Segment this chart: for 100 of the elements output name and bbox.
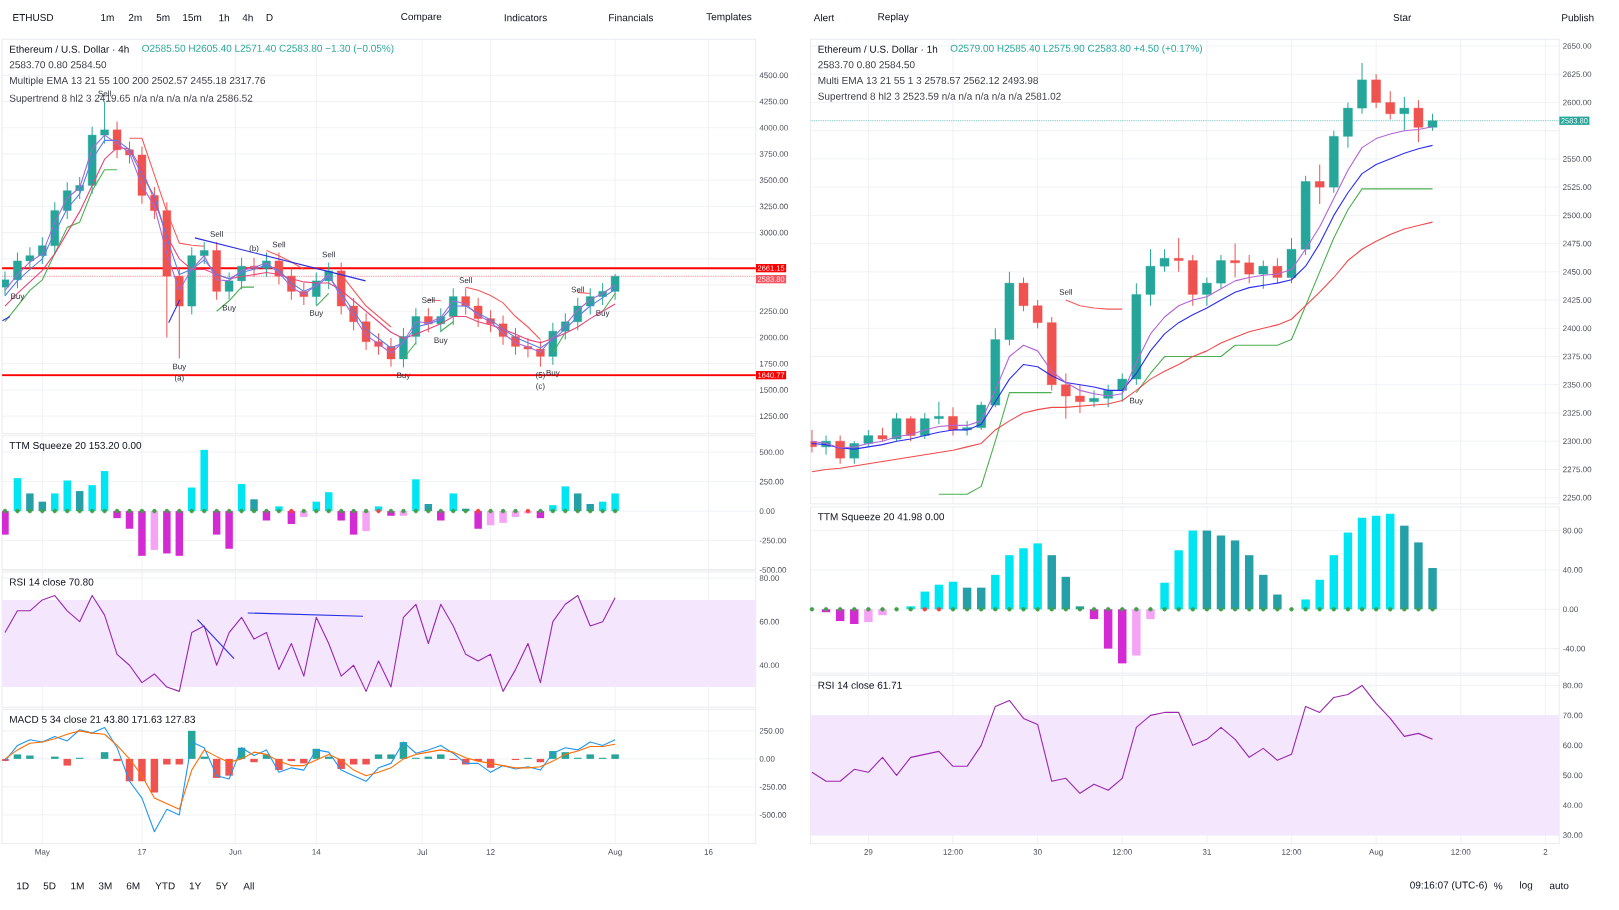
text: log — [1520, 881, 1533, 891]
text: Templates — [706, 12, 752, 23]
y-tick-label: 2250.00 — [1563, 494, 1592, 501]
y-tick-label: 250.00 — [759, 478, 784, 485]
text: Financials — [609, 13, 654, 22]
y-tick-label: 2000.00 — [759, 334, 788, 341]
annotation: 2583.70 0.80 2584.50 — [9, 61, 107, 69]
y-tick-label: 30.00 — [1562, 832, 1583, 839]
text: 1D — [17, 882, 29, 890]
annotation: Sell — [422, 297, 435, 303]
x-tick-label: Jun — [229, 849, 242, 855]
text: % — [1494, 882, 1503, 890]
y-tick-label: 60.00 — [1563, 742, 1583, 749]
y-tick-label: 50.00 — [1562, 772, 1583, 779]
y-tick-label: 40.00 — [1562, 802, 1583, 809]
text: auto — [1549, 882, 1569, 890]
text: 5m — [156, 14, 170, 22]
x-tick-label: 31 — [1202, 849, 1211, 855]
y-tick-label: 0.00 — [1562, 606, 1578, 613]
annotation: Multi EMA 13 21 55 1 3 2578.57 2562.12 2493.98 — [818, 76, 1038, 84]
annotation: (a) — [174, 374, 184, 383]
y-tick-label: 4250.00 — [759, 98, 788, 105]
text: 1Y — [189, 882, 202, 890]
y-tick-label: 1250.00 — [759, 413, 788, 419]
x-tick-label: 17 — [138, 849, 146, 855]
y-tick-label: 80.00 — [1563, 682, 1583, 689]
chart-title: RSI 14 close 61.71 — [818, 681, 902, 689]
text: 2m — [128, 14, 142, 22]
x-tick-label: Aug — [1369, 849, 1383, 857]
text: D — [266, 14, 273, 21]
y-tick-label: 250.00 — [759, 728, 784, 734]
x-tick-label: 30 — [1033, 849, 1042, 855]
y-tick-label: 2650.00 — [1563, 43, 1592, 49]
y-tick-label: 3500.00 — [759, 177, 788, 184]
annotation: (c) — [536, 383, 545, 391]
y-tick-label: 40.00 — [1562, 567, 1583, 573]
y-tick-label: 80.00 — [759, 575, 780, 581]
text: 09:16:07 (UTC-6) — [1410, 881, 1487, 891]
annotation: Supertrend 8 hl2 3 2523.59 n/a n/a n/a n/a n/a 2581.02 — [818, 92, 1061, 102]
y-tick-label: 1750.00 — [759, 360, 788, 367]
y-tick-label: -500.00 — [759, 812, 787, 818]
text: Star — [1393, 14, 1412, 22]
annotation: (b) — [249, 245, 259, 253]
y-tick-label: 4500.00 — [759, 72, 788, 79]
y-tick-label: 2550.00 — [1563, 156, 1592, 162]
text: 1m — [101, 14, 114, 21]
y-tick-label: 2250.00 — [759, 308, 788, 315]
y-tick-label: 2625.00 — [1563, 71, 1592, 78]
text: 15m — [183, 14, 202, 22]
x-tick-label: May — [35, 849, 50, 857]
x-tick-label: 29 — [864, 849, 873, 855]
y-tick-label: 500.00 — [759, 449, 784, 456]
text: Publish — [1562, 13, 1594, 22]
text: ETHUSD — [13, 14, 54, 22]
text: All — [243, 882, 254, 890]
chart-subtitle: O2585.50 H2605.40 L2571.40 C2583.80 −1.30 (−0.05%) — [142, 44, 394, 54]
annotation: Buy — [434, 337, 448, 345]
y-tick-label: 0.00 — [759, 508, 775, 514]
annotation: Sell — [210, 230, 223, 237]
x-tick-label: Aug — [608, 849, 622, 857]
y-tick-label: 2425.00 — [1563, 297, 1592, 303]
annotation: Buy — [1130, 397, 1144, 406]
y-tick-label: 2600.00 — [1563, 99, 1592, 106]
text: Alert — [813, 13, 835, 22]
y-tick-label: 2450.00 — [1563, 269, 1592, 275]
text: TTM Squeeze 20 153.20 0.00 — [9, 441, 142, 451]
annotation: Buy — [310, 310, 324, 318]
y-tick-label: 3750.00 — [759, 151, 788, 157]
annotation: Sell — [459, 277, 472, 284]
chart-title: Ethereum / U.S. Dollar · 4h — [10, 45, 129, 53]
x-tick-label: 12 — [486, 849, 495, 855]
y-tick-label: 0.00 — [759, 756, 775, 762]
y-tick-label: -250.00 — [759, 537, 787, 544]
y-tick-label: -40.00 — [1563, 645, 1586, 652]
x-tick-label: 12:00 — [943, 849, 963, 855]
y-tick-label: 70.00 — [1563, 712, 1583, 719]
y-tick-label: 2275.00 — [1563, 466, 1592, 473]
y-tick-label: -500.00 — [759, 567, 787, 573]
annotation: Sell — [571, 286, 584, 293]
text: 1h — [219, 13, 229, 22]
annotation: 2583.70 0.80 2584.50 — [818, 61, 915, 69]
annotation: Buy — [596, 310, 610, 318]
chart-title: RSI 14 close 70.80 — [10, 578, 94, 586]
text: 4h — [242, 13, 253, 22]
text: Compare — [401, 13, 442, 23]
y-tick-label: 2475.00 — [1563, 240, 1592, 247]
y-tick-label: 2375.00 — [1563, 353, 1592, 360]
text: 6M — [126, 882, 140, 890]
chart-subtitle: O2579.00 H2585.40 L2575.90 C2583.80 +4.50 (+0.17%) — [950, 44, 1202, 54]
text: YTD — [155, 882, 175, 890]
text: Indicators — [504, 13, 547, 22]
y-tick-label: 2400.00 — [1563, 325, 1592, 332]
text: 1M — [71, 882, 84, 890]
annotation: Multiple EMA 13 21 55 100 200 2502.57 2455.18 2317.76 — [10, 76, 266, 86]
y-tick-label: -250.00 — [759, 784, 787, 790]
y-tick-label: 3000.00 — [759, 229, 788, 236]
y-tick-label: 60.00 — [759, 618, 780, 625]
y-tick-label: 4000.00 — [759, 124, 788, 131]
text: TTM Squeeze 20 41.98 0.00 — [817, 513, 945, 523]
x-tick-label: 16 — [704, 849, 713, 855]
